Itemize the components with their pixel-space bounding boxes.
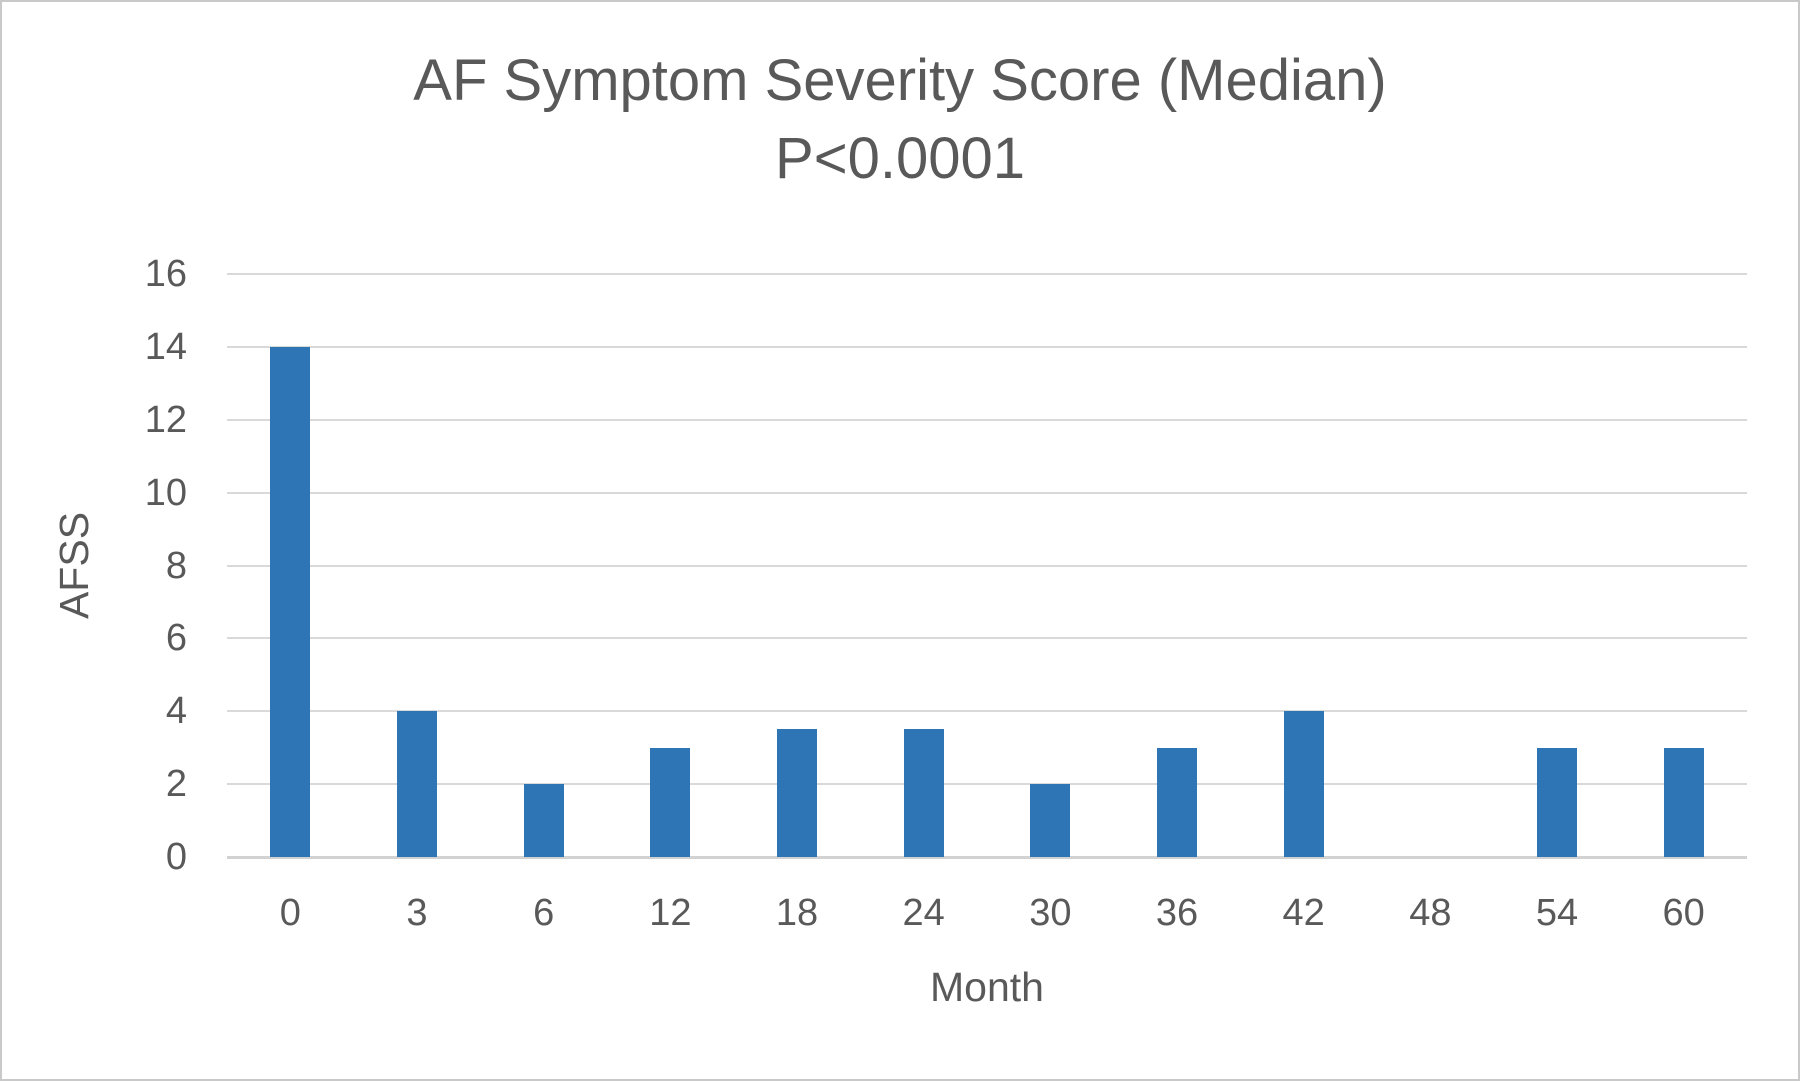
- bar: [903, 729, 944, 857]
- x-tick-labels: 0 3 6 12 18 24 30 36 42 48 54 60: [227, 890, 1747, 936]
- bar: [523, 784, 564, 857]
- x-tick-label: 0: [279, 892, 301, 934]
- chart-title-block: AF Symptom Severity Score (Median) P<0.0…: [2, 42, 1798, 198]
- x-tick-label: 48: [1409, 892, 1452, 934]
- bar: [777, 729, 817, 857]
- gridline: [227, 637, 1747, 640]
- bar: [1283, 711, 1324, 857]
- x-tick-label: 30: [1029, 892, 1072, 934]
- gridline: [227, 783, 1747, 786]
- bar: [650, 747, 691, 857]
- x-tick-label: 18: [775, 892, 819, 934]
- chart-title: AF Symptom Severity Score (Median): [413, 48, 1387, 113]
- gridline: [227, 491, 1747, 494]
- x-tick-label: 54: [1535, 892, 1579, 934]
- y-tick-label: 12: [144, 398, 187, 441]
- y-tick-label: 0: [165, 836, 187, 878]
- x-tick-label: 12: [649, 892, 692, 934]
- x-tick-label: 60: [1662, 892, 1705, 934]
- bar: [1030, 784, 1071, 857]
- gridline: [227, 710, 1747, 713]
- y-tick-label: 2: [165, 763, 187, 806]
- y-tick-label: 14: [144, 325, 187, 368]
- y-tick-label: 10: [144, 471, 187, 514]
- y-tick-labels: 0 2 4 6 8 10 12 14 16: [2, 253, 197, 878]
- gridline: [227, 273, 1747, 275]
- chart-subtitle: P<0.0001: [775, 126, 1025, 191]
- gridline: [227, 418, 1747, 421]
- bar: [1537, 747, 1577, 857]
- x-tick-label: 24: [902, 892, 945, 934]
- y-tick-label: 8: [165, 544, 187, 587]
- x-tick-label: 36: [1155, 892, 1199, 934]
- x-tick-label: 42: [1282, 892, 1325, 934]
- x-tick-label: 3: [406, 892, 428, 934]
- y-tick-label: 4: [165, 690, 187, 733]
- bar: [1157, 747, 1197, 857]
- x-tick-label: 6: [533, 892, 555, 934]
- bar: [270, 346, 311, 857]
- bar: [1663, 747, 1704, 857]
- x-axis-title: Month: [930, 964, 1044, 1010]
- gridline: [227, 345, 1747, 348]
- y-tick-label: 16: [144, 253, 187, 295]
- bar: [397, 711, 437, 857]
- plot-area: [227, 273, 1747, 859]
- gridline: [227, 564, 1747, 567]
- x-axis-line: [227, 856, 1747, 859]
- y-tick-label: 6: [165, 617, 187, 660]
